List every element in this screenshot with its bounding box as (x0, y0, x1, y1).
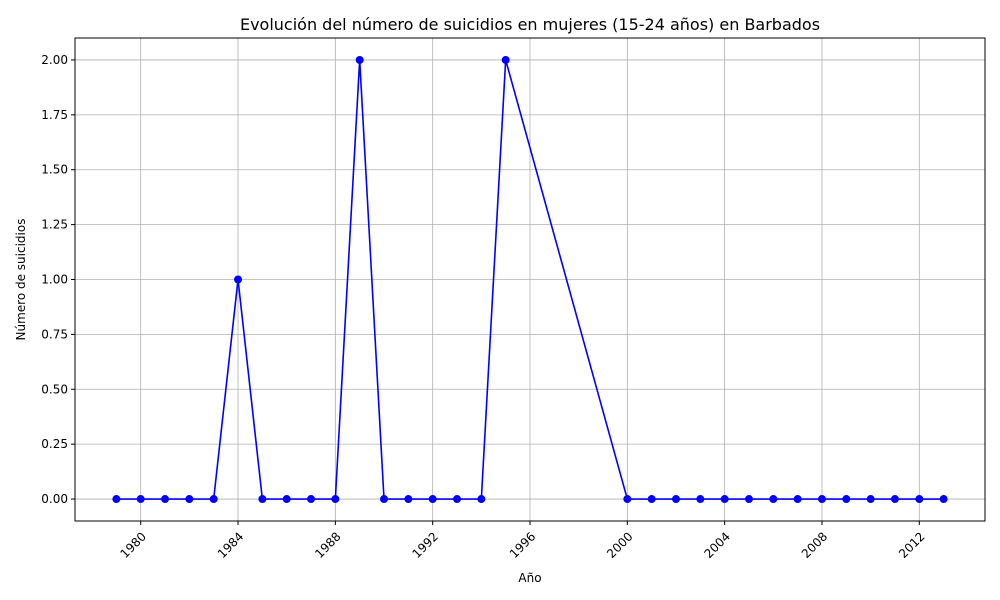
data-point (671, 495, 680, 504)
data-point (234, 275, 243, 284)
y-tick-label: 1.50 (41, 163, 68, 177)
data-point (404, 495, 413, 504)
data-point (307, 495, 316, 504)
y-axis-label: Número de suicidios (14, 219, 28, 341)
data-point (866, 495, 875, 504)
data-point (282, 495, 291, 504)
data-point (185, 495, 194, 504)
data-point (623, 495, 632, 504)
x-axis-label: Año (518, 571, 541, 585)
data-point (331, 495, 340, 504)
y-tick-label: 1.00 (41, 273, 68, 287)
y-tick-label: 0.25 (41, 437, 68, 451)
data-point (136, 495, 145, 504)
data-point (380, 495, 389, 504)
series-layer (112, 55, 948, 504)
data-point (477, 495, 486, 504)
chart-title: Evolución del número de suicidios en muj… (240, 15, 820, 34)
data-point (428, 495, 437, 504)
data-point (939, 495, 948, 504)
y-tick-label: 1.75 (41, 108, 68, 122)
data-point (453, 495, 462, 504)
y-tick-label: 0.75 (41, 327, 68, 341)
y-tick-label: 0.50 (41, 382, 68, 396)
data-point (720, 495, 729, 504)
data-point (890, 495, 899, 504)
data-point (161, 495, 170, 504)
y-tick-label: 1.25 (41, 218, 68, 232)
data-point (817, 495, 826, 504)
y-tick-label: 2.00 (41, 53, 68, 67)
data-point (696, 495, 705, 504)
data-point (647, 495, 656, 504)
data-point (744, 495, 753, 504)
data-point (501, 55, 510, 64)
data-point (769, 495, 778, 504)
data-point (112, 495, 121, 504)
data-point (258, 495, 267, 504)
data-point (355, 55, 364, 64)
y-tick-label: 0.00 (41, 492, 68, 506)
data-point (209, 495, 218, 504)
data-point (793, 495, 802, 504)
grid-lines (75, 38, 985, 521)
data-point (842, 495, 851, 504)
data-point (915, 495, 924, 504)
